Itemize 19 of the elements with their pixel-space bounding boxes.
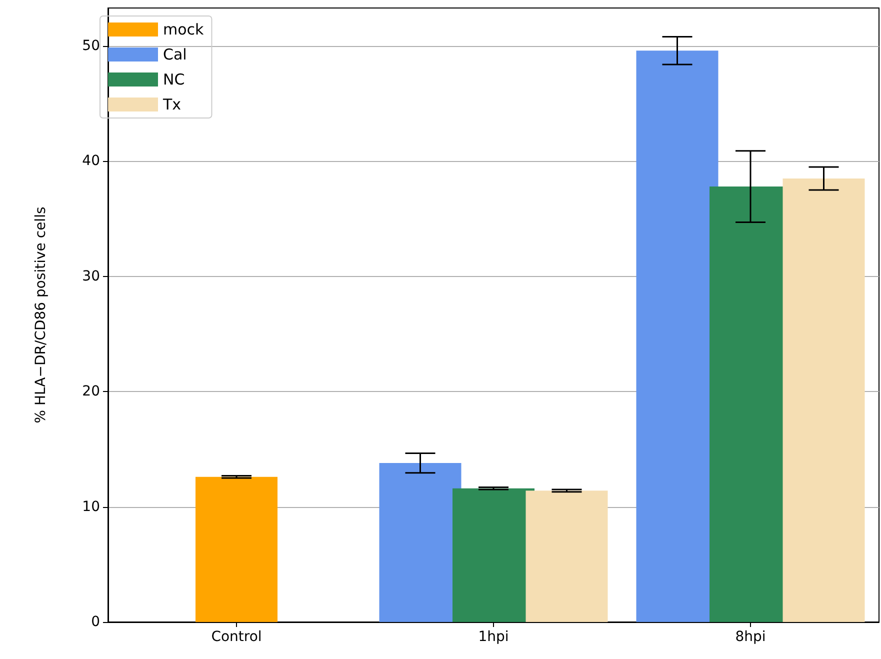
x-tick-label: 8hpi <box>735 629 766 645</box>
x-tick-label: Control <box>211 629 262 645</box>
bar <box>379 463 462 622</box>
y-tick-label: 50 <box>82 38 100 54</box>
y-tick-label: 20 <box>82 384 100 400</box>
y-tick-label: 10 <box>82 498 100 515</box>
y-tick-label: 30 <box>82 268 100 284</box>
legend-label: Tx <box>162 96 182 114</box>
bar <box>782 178 865 622</box>
legend-label: mock <box>163 20 204 38</box>
bar <box>196 476 278 622</box>
y-tick-label: 0 <box>91 614 100 630</box>
bar <box>636 50 718 622</box>
legend-label: Cal <box>163 46 187 64</box>
y-tick-label: 40 <box>82 153 100 170</box>
bar <box>526 490 608 622</box>
y-axis-title: % HLA−DR/CD86 positive cells <box>33 206 49 424</box>
x-tick-label: 1hpi <box>478 629 509 645</box>
legend-label: NC <box>163 70 185 88</box>
